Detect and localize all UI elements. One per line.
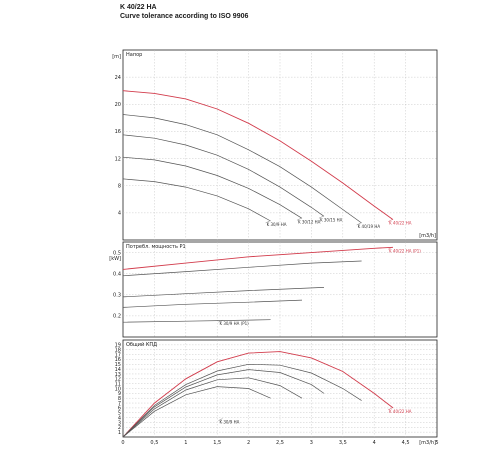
efficiency-y-tick-label: 12 — [115, 377, 121, 383]
head-series-line — [122, 114, 362, 224]
power-y-unit-label: [kW] — [109, 256, 121, 262]
efficiency-y-tick-label: 19 — [115, 343, 121, 349]
efficiency-y-tick-label: 16 — [115, 357, 121, 363]
head-y-tick-label: 16 — [115, 129, 121, 135]
x-tick-label: 2,5 — [276, 440, 284, 446]
power-y-tick-label: 0.5 — [113, 250, 121, 256]
efficiency-y-tick-label: 2 — [118, 425, 121, 431]
head-series-label-leader — [265, 220, 270, 224]
efficiency-series-label-leader — [387, 407, 393, 411]
power-y-tick-label: 0.4 — [113, 271, 121, 277]
efficiency-y-tick-label: 13 — [115, 372, 121, 378]
head-y-tick-label: 12 — [115, 156, 121, 162]
x-tick-label: 4 — [373, 440, 376, 446]
efficiency-y-tick-label: 9 — [118, 391, 121, 397]
efficiency-y-tick-label: 5 — [118, 411, 121, 417]
power-y-tick-label: 0.2 — [113, 314, 121, 320]
head-series-label: K 30/15 HA — [320, 217, 343, 222]
efficiency-series-line — [122, 377, 303, 438]
x-tick-label: 0,5 — [150, 440, 158, 446]
head-series-label: K 40/19 HA — [358, 224, 381, 229]
x-tick-label: 0 — [121, 440, 124, 446]
power-series-label-leader — [218, 319, 223, 323]
chart-subtitle: Curve tolerance according to ISO 9906 — [120, 13, 249, 20]
head-series-line — [122, 134, 325, 217]
efficiency-y-tick-label: 11 — [115, 381, 121, 387]
head-y-tick-label: 4 — [118, 211, 121, 217]
head-series-label: K 30/12 HA — [298, 219, 321, 224]
power-series-line — [122, 299, 303, 308]
efficiency-y-tick-label: 1 — [118, 430, 121, 436]
head-series-line — [122, 178, 271, 222]
x-tick-label: 3 — [310, 440, 313, 446]
efficiency-y-tick-label: 17 — [115, 352, 121, 358]
power-series-line — [122, 246, 394, 270]
head-series-line — [122, 90, 394, 220]
head-y-tick-label: 24 — [115, 75, 121, 81]
head-series-line — [122, 156, 303, 219]
efficiency-series-line — [122, 369, 325, 438]
x-tick-label: 4,5 — [402, 440, 410, 446]
x-tick-label: 5 — [435, 440, 438, 446]
head-series-label: K 30/9 HA — [267, 222, 287, 227]
power-series-line — [122, 319, 271, 323]
power-series-line — [122, 287, 325, 298]
efficiency-y-tick-label: 4 — [118, 415, 121, 421]
efficiency-series-label: K 30/9 HA — [219, 420, 239, 425]
head-series-label-leader — [296, 218, 302, 221]
efficiency-y-tick-label: 7 — [118, 401, 121, 407]
head-series-label-leader — [387, 219, 393, 222]
power-panel-title: Потребл. мощность P1 — [126, 244, 186, 250]
efficiency-y-tick-label: 14 — [115, 367, 121, 373]
power-series-label-leader — [387, 247, 393, 250]
head-panel-title: Напор — [126, 52, 142, 58]
x-unit-label: [m3/h] — [419, 233, 436, 239]
head-series-label: K 40/22 HA — [389, 221, 412, 226]
head-y-unit-label: [m] — [112, 54, 121, 60]
x-tick-label: 3,5 — [339, 440, 347, 446]
power-series-label: K 40/22 HA (P1) — [389, 248, 421, 253]
efficiency-y-tick-label: 18 — [115, 348, 121, 354]
efficiency-series-line — [122, 351, 394, 438]
x-unit-label: [m3/h] — [419, 440, 436, 446]
power-series-line — [122, 260, 362, 277]
efficiency-y-tick-label: 10 — [115, 386, 121, 392]
head-series-label-leader — [356, 222, 361, 226]
power-series-label: K 30/9 HA (P1) — [219, 321, 249, 326]
power-y-tick-label: 0.3 — [113, 293, 121, 299]
chart-title: K 40/22 HA — [120, 4, 157, 11]
x-tick-label: 1 — [184, 440, 187, 446]
x-tick-label: 2 — [247, 440, 250, 446]
efficiency-series-line — [122, 386, 271, 438]
efficiency-y-tick-label: 8 — [118, 396, 121, 402]
head-y-tick-label: 20 — [115, 102, 121, 108]
efficiency-y-tick-label: 6 — [118, 406, 121, 412]
efficiency-y-tick-label: 15 — [115, 362, 121, 368]
efficiency-series-line — [122, 363, 362, 438]
efficiency-y-tick-label: 3 — [118, 420, 121, 426]
efficiency-series-label-leader — [218, 418, 223, 421]
efficiency-series-label: K 40/22 HA — [389, 409, 412, 414]
x-tick-label: 1,5 — [213, 440, 221, 446]
head-y-tick-label: 8 — [118, 184, 121, 190]
head-series-label-leader — [318, 216, 324, 219]
efficiency-panel-title: Общий КПД — [126, 341, 157, 348]
